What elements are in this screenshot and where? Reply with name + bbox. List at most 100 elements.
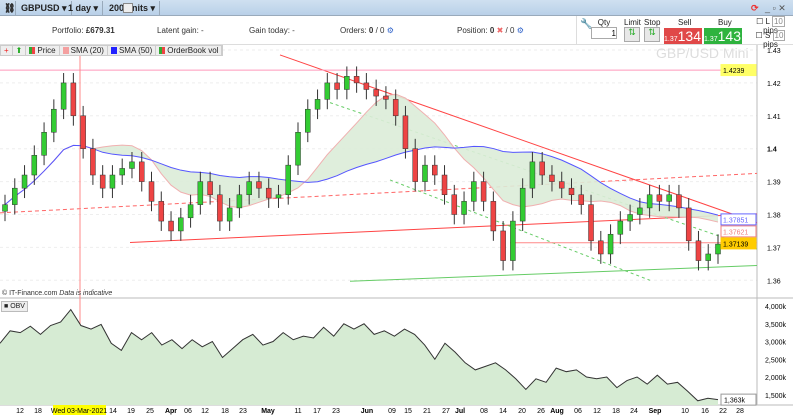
x-tick-label: 12 bbox=[593, 408, 601, 415]
candle bbox=[353, 76, 360, 84]
candle bbox=[178, 217, 184, 232]
price-tick-label: 1.42 bbox=[767, 81, 781, 88]
candle bbox=[715, 243, 721, 255]
x-tick-label: 19 bbox=[127, 408, 135, 415]
x-tick-label: 14 bbox=[109, 408, 117, 415]
x-tick-label: 18 bbox=[221, 408, 229, 415]
candle bbox=[21, 174, 28, 189]
candle bbox=[148, 181, 155, 202]
candle bbox=[305, 108, 311, 133]
candle bbox=[70, 82, 77, 117]
limit-label: Limit bbox=[624, 18, 641, 27]
candle bbox=[383, 95, 389, 100]
add-indicator-button[interactable]: ⬆ bbox=[13, 46, 27, 55]
candle bbox=[314, 99, 321, 110]
orders-total: / 0 bbox=[375, 26, 385, 35]
candle bbox=[344, 76, 350, 90]
s-checkbox-label[interactable]: S bbox=[764, 31, 771, 40]
sell-button[interactable]: 1.37134 bbox=[664, 28, 702, 44]
candle bbox=[324, 82, 331, 100]
pips-label: pips bbox=[763, 26, 778, 35]
chart-legend: + ⬆ Price SMA (20) SMA (50) OrderBook vo… bbox=[0, 45, 224, 56]
legend-orderbook[interactable]: OrderBook vol bbox=[156, 46, 223, 55]
position-settings-icon[interactable]: ⚙ bbox=[516, 26, 524, 35]
candle bbox=[558, 181, 565, 189]
stop-order-button[interactable]: ⇅ bbox=[644, 27, 660, 42]
x-tick-label: 17 bbox=[313, 408, 321, 415]
price-chart[interactable]: 1.43 1.42 1.41 1.4 1.39 1.38 1.37 1.36 4,000k 3,5… bbox=[0, 45, 793, 419]
candle bbox=[451, 194, 458, 215]
candle bbox=[480, 181, 487, 202]
s-pips-input[interactable]: 10 bbox=[772, 30, 786, 41]
candle bbox=[363, 82, 370, 90]
link-icon[interactable]: ⛓ bbox=[0, 1, 16, 15]
x-tick-label: 23 bbox=[332, 408, 340, 415]
price-tag bbox=[720, 225, 757, 238]
limit-order-button[interactable]: ⇅ bbox=[624, 27, 640, 42]
x-tick-label: 15 bbox=[404, 408, 412, 415]
obv-tick-label: 4,000k bbox=[765, 304, 787, 311]
l-pips-input[interactable]: 10 bbox=[771, 16, 785, 27]
support-line bbox=[349, 264, 758, 282]
price-tick-label: 1.37 bbox=[767, 245, 781, 252]
trend-line bbox=[129, 213, 758, 243]
wrench-icon[interactable]: 🔧 bbox=[580, 19, 593, 30]
qty-input[interactable] bbox=[591, 27, 617, 39]
candle bbox=[519, 187, 526, 222]
interval-dropdown[interactable]: 1 day ▾ bbox=[64, 1, 104, 15]
qty-label: Qty bbox=[597, 18, 611, 27]
candle bbox=[539, 161, 545, 176]
sell-label: Sell bbox=[678, 18, 692, 27]
candle bbox=[295, 132, 301, 166]
obv-legend[interactable]: ■ OBV bbox=[1, 301, 28, 312]
x-tick-label: May bbox=[261, 408, 275, 415]
close-position-icon[interactable]: ✖ bbox=[496, 26, 504, 35]
candle bbox=[90, 148, 96, 176]
candle bbox=[392, 99, 399, 117]
obv-tick-label: 2,000k bbox=[765, 375, 787, 382]
l-checkbox-label[interactable]: L bbox=[765, 17, 770, 26]
buy-button[interactable]: 1.37143 bbox=[704, 28, 742, 44]
x-tick-label: Wed 03-Mar-2021 bbox=[51, 408, 107, 415]
refresh-icon[interactable]: ⟳ bbox=[751, 3, 759, 13]
legend-sma50[interactable]: SMA (50) bbox=[108, 46, 157, 55]
price-tick-label: 1.39 bbox=[767, 180, 781, 187]
x-tick-label: 12 bbox=[16, 408, 24, 415]
candle bbox=[598, 240, 604, 255]
orders-settings-icon[interactable]: ⚙ bbox=[386, 26, 394, 35]
window-controls[interactable]: _ ▫ ✕ bbox=[765, 3, 786, 13]
latent-gain-value: - bbox=[201, 26, 204, 35]
x-tick-label: 14 bbox=[499, 408, 507, 415]
candle bbox=[617, 220, 624, 235]
symbol-dropdown[interactable]: GBPUSD ▾ bbox=[17, 1, 72, 15]
x-tick-label: 10 bbox=[681, 408, 689, 415]
candle bbox=[138, 161, 145, 182]
candle bbox=[656, 194, 663, 202]
gain-today-value: - bbox=[292, 26, 295, 35]
info-icon[interactable] bbox=[123, 3, 133, 13]
candle bbox=[412, 148, 418, 182]
x-tick-label: 21 bbox=[423, 408, 431, 415]
obv-current-tag bbox=[720, 393, 757, 406]
price-tick-label: 1.41 bbox=[767, 114, 781, 121]
x-tick-label: 08 bbox=[480, 408, 488, 415]
obv-area bbox=[0, 309, 718, 405]
price-tick-label: 1.38 bbox=[767, 213, 781, 220]
price-tag bbox=[720, 213, 757, 226]
obv-tick-label: 1,500k bbox=[765, 393, 787, 400]
legend-price[interactable]: Price bbox=[26, 46, 60, 55]
candle bbox=[51, 108, 57, 133]
x-tick-label: 24 bbox=[630, 408, 638, 415]
obv-tick-label: 3,500k bbox=[765, 322, 787, 329]
x-tick-label: 27 bbox=[442, 408, 450, 415]
candle bbox=[168, 220, 174, 232]
zoom-in-button[interactable]: + bbox=[1, 46, 13, 55]
candle bbox=[256, 181, 262, 189]
candle bbox=[41, 132, 47, 156]
portfolio-label: Portfolio: bbox=[52, 26, 84, 35]
candle bbox=[129, 161, 135, 169]
x-tick-label: 16 bbox=[701, 408, 709, 415]
legend-sma20[interactable]: SMA (20) bbox=[60, 46, 108, 55]
price-tag bbox=[720, 64, 757, 77]
candle bbox=[31, 155, 38, 176]
